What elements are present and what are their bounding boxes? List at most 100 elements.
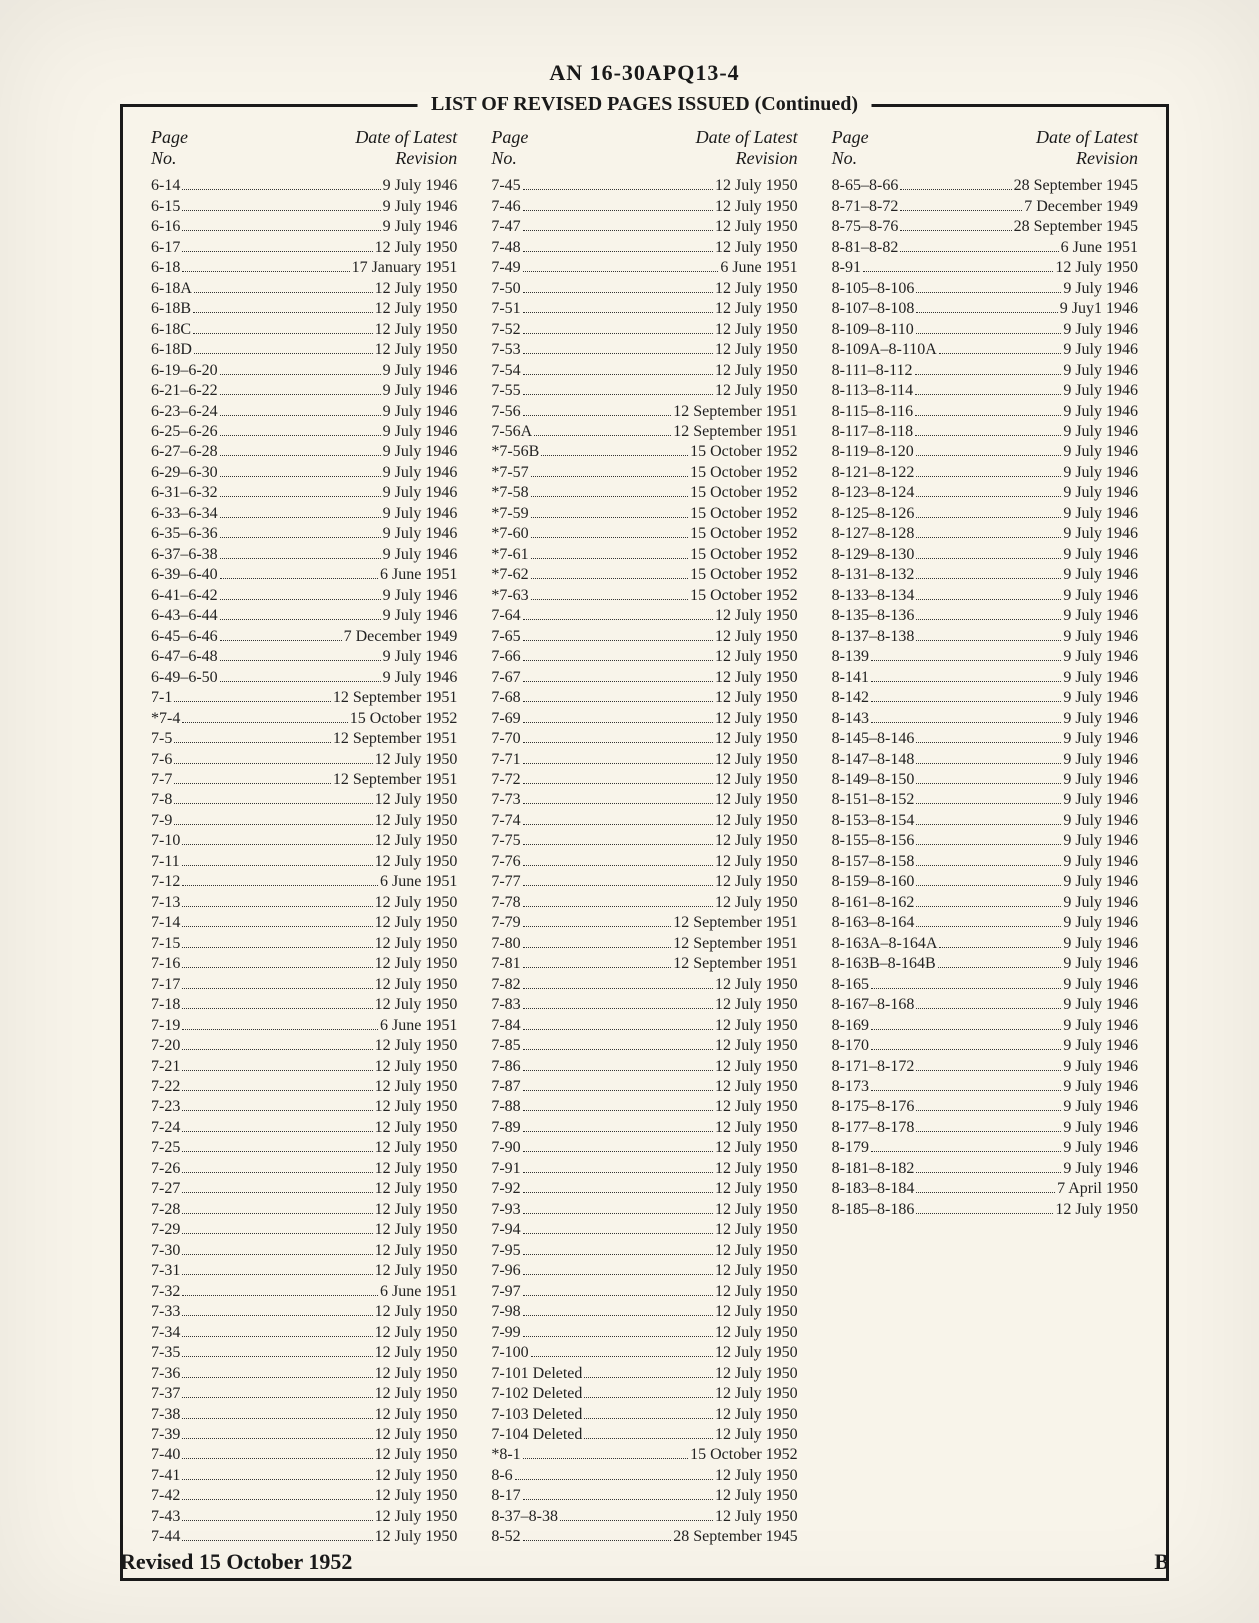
dot-leader <box>916 640 1061 641</box>
revision-row: *7-6215 October 1952 <box>491 565 797 585</box>
header-date: Date of LatestRevision <box>644 127 797 168</box>
dot-leader <box>523 1131 713 1132</box>
revision-row: 8-121–8-1229 July 1946 <box>832 463 1138 483</box>
dot-leader <box>938 967 1062 968</box>
row-date: 9 July 1946 <box>1063 1159 1138 1179</box>
row-date: 12 July 1950 <box>375 1343 458 1363</box>
row-page-no: 6-41–6-42 <box>151 586 218 606</box>
dot-leader <box>916 844 1061 845</box>
row-date: 12 September 1951 <box>673 402 797 422</box>
row-date: 9 July 1946 <box>1063 524 1138 544</box>
revision-row: 6-23–6-249 July 1946 <box>151 402 457 422</box>
row-page-no: 7-44 <box>151 1527 180 1547</box>
row-page-no: 7-42 <box>151 1486 180 1506</box>
row-page-no: 8-149–8-150 <box>832 770 915 790</box>
dot-leader <box>916 742 1061 743</box>
dot-leader <box>916 578 1061 579</box>
row-date: 9 July 1946 <box>1063 872 1138 892</box>
dot-leader <box>531 537 688 538</box>
revision-row: 8-163A–8-164A9 July 1946 <box>832 934 1138 954</box>
revision-row: 7-104 Deleted12 July 1950 <box>491 1425 797 1445</box>
document-number: AN 16-30APQ13-4 <box>120 60 1169 86</box>
row-page-no: 7-98 <box>491 1302 520 1322</box>
row-page-no: 7-38 <box>151 1405 180 1425</box>
dot-leader <box>916 455 1062 456</box>
revision-row: 7-9112 July 1950 <box>491 1159 797 1179</box>
dot-leader <box>220 435 381 436</box>
revision-row: 7-1412 July 1950 <box>151 913 457 933</box>
revision-row: 7-3412 July 1950 <box>151 1323 457 1343</box>
dot-leader <box>523 1110 713 1111</box>
revision-row: 8-1709 July 1946 <box>832 1036 1138 1056</box>
row-date: 15 October 1952 <box>690 442 798 462</box>
row-page-no: 7-18 <box>151 995 180 1015</box>
row-date: 12 July 1950 <box>375 811 458 831</box>
row-date: 12 July 1950 <box>715 729 798 749</box>
revision-row: 7-2112 July 1950 <box>151 1057 457 1077</box>
revision-row: 6-1712 July 1950 <box>151 238 457 258</box>
revision-row: 7-102 Deleted12 July 1950 <box>491 1384 797 1404</box>
dot-leader <box>541 455 688 456</box>
revision-row: 7-4112 July 1950 <box>151 1466 457 1486</box>
row-page-no: 7-75 <box>491 831 520 851</box>
revision-row: 7-4412 July 1950 <box>151 1527 457 1547</box>
dot-leader <box>523 1172 713 1173</box>
revision-row: 7-7712 July 1950 <box>491 872 797 892</box>
revision-row: 8-171–8-1729 July 1946 <box>832 1057 1138 1077</box>
revision-row: 8-137–8-1389 July 1946 <box>832 627 1138 647</box>
revision-row: 7-196 June 1951 <box>151 1016 457 1036</box>
revision-row: 7-9712 July 1950 <box>491 1282 797 1302</box>
revision-row: 7-3012 July 1950 <box>151 1241 457 1261</box>
column-header: PageNo. Date of LatestRevision <box>151 127 457 168</box>
row-page-no: 7-24 <box>151 1118 180 1138</box>
row-page-no: 8-185–8-186 <box>832 1200 915 1220</box>
footer-page-letter: B <box>1154 1549 1169 1575</box>
row-date: 9 July 1946 <box>383 524 458 544</box>
row-page-no: 7-31 <box>151 1261 180 1281</box>
dot-leader <box>182 926 372 927</box>
dot-leader <box>174 701 331 702</box>
dot-leader <box>523 1008 713 1009</box>
dot-leader <box>531 558 688 559</box>
dot-leader <box>182 1008 372 1009</box>
row-page-no: 7-10 <box>151 831 180 851</box>
dot-leader <box>182 189 380 190</box>
rows-1: 6-149 July 19466-159 July 19466-169 July… <box>151 176 457 1547</box>
dot-leader <box>182 1110 372 1111</box>
revision-row: 8-185–8-18612 July 1950 <box>832 1200 1138 1220</box>
revision-row: 7-2812 July 1950 <box>151 1200 457 1220</box>
dot-leader <box>915 394 1061 395</box>
row-page-no: 7-30 <box>151 1241 180 1261</box>
row-date: 9 July 1946 <box>1063 688 1138 708</box>
dot-leader <box>523 1233 713 1234</box>
row-page-no: 8-141 <box>832 668 869 688</box>
rows-3: 8-65–8-6628 September 19458-71–8-727 Dec… <box>832 176 1138 1220</box>
row-date: 12 July 1950 <box>375 975 458 995</box>
revision-row: 7-5312 July 1950 <box>491 340 797 360</box>
revision-row: 6-39–6-406 June 1951 <box>151 565 457 585</box>
revision-row: 7-6912 July 1950 <box>491 709 797 729</box>
dot-leader <box>182 967 372 968</box>
row-page-no: 6-37–6-38 <box>151 545 218 565</box>
revision-row: 7-7012 July 1950 <box>491 729 797 749</box>
dot-leader <box>182 1336 372 1337</box>
row-date: 9 July 1946 <box>1063 1016 1138 1036</box>
row-date: 12 July 1950 <box>375 1323 458 1343</box>
revision-row: 8-113–8-1149 July 1946 <box>832 381 1138 401</box>
row-page-no: 7-6 <box>151 750 172 770</box>
row-page-no: 8-111–8-112 <box>832 361 913 381</box>
row-date: 9 July 1946 <box>1063 422 1138 442</box>
row-date: 12 July 1950 <box>1055 258 1138 278</box>
revision-row: 8-127–8-1289 July 1946 <box>832 524 1138 544</box>
row-page-no: 7-95 <box>491 1241 520 1261</box>
row-date: 12 July 1950 <box>715 1302 798 1322</box>
revision-row: 7-98 12 July 1950 <box>491 1302 797 1322</box>
row-date: 12 September 1951 <box>333 688 457 708</box>
revision-row: 8-111–8-1129 July 1946 <box>832 361 1138 381</box>
dot-leader <box>182 1070 372 1071</box>
row-page-no: 7-97 <box>491 1282 520 1302</box>
revision-row: 7-1612 July 1950 <box>151 954 457 974</box>
dot-leader <box>523 926 672 927</box>
dot-leader <box>193 333 373 334</box>
dot-leader <box>939 353 1061 354</box>
